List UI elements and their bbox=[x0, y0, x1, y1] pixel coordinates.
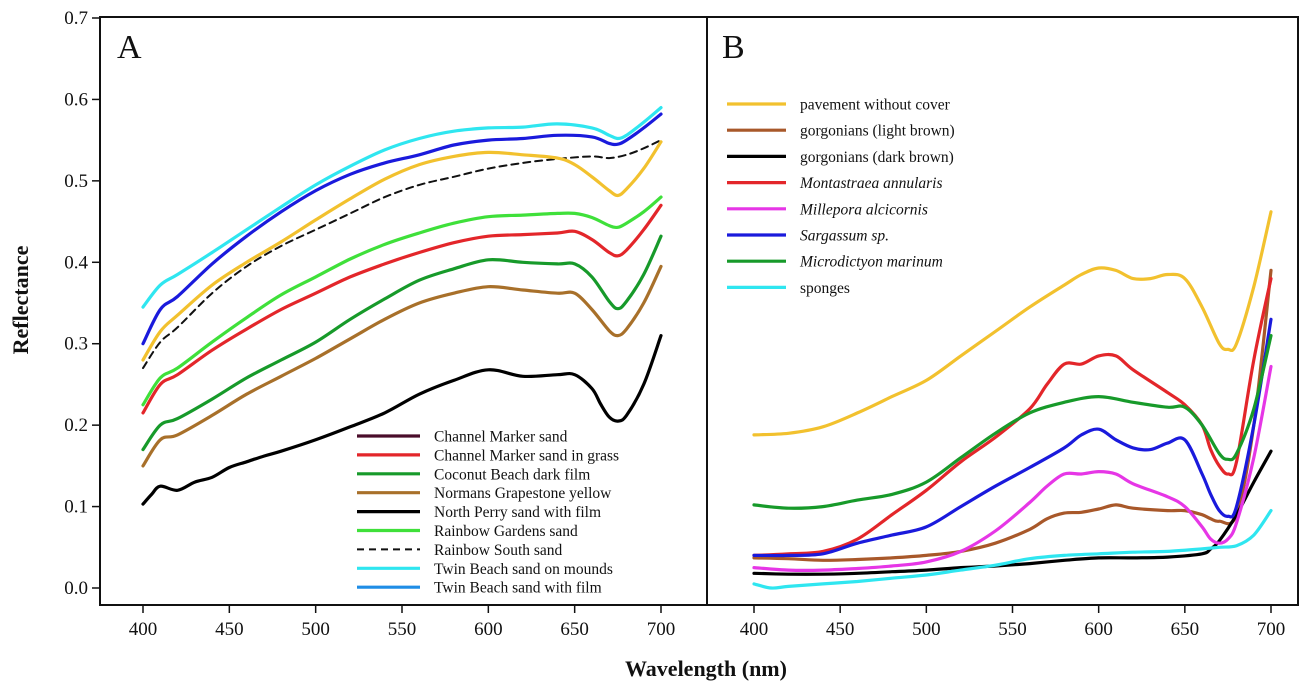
series-line-a-6 bbox=[142, 139, 662, 370]
x-tick-label: 500 bbox=[912, 619, 941, 640]
y-tick-label: 0.7 bbox=[64, 8, 88, 29]
x-tick-label: 500 bbox=[301, 619, 330, 640]
legend-label-a-5: Rainbow Gardens sand bbox=[434, 523, 578, 540]
legend-label-b-3: Montastraea annularis bbox=[799, 175, 943, 192]
series-line-b-7 bbox=[752, 509, 1273, 590]
legend-label-b-5: Sargassum sp. bbox=[800, 228, 889, 245]
legend-label-b-0: pavement without cover bbox=[800, 97, 951, 114]
series-line-b-1 bbox=[752, 268, 1273, 562]
legend-label-b-4: Millepora alcicornis bbox=[799, 201, 928, 218]
series-line-a-4 bbox=[141, 334, 663, 506]
panel-letter-a: A bbox=[117, 29, 142, 66]
series-line-b-2 bbox=[752, 449, 1273, 576]
x-tick-label: 700 bbox=[647, 619, 676, 640]
y-tick-label: 0.1 bbox=[64, 497, 88, 518]
y-axis-label: Reflectance bbox=[8, 245, 33, 354]
plot-frame bbox=[99, 16, 1299, 606]
legend-label-a-0: Channel Marker sand bbox=[434, 429, 568, 446]
series-line-b-6 bbox=[752, 334, 1273, 510]
legend-label-b-2: gorgonians (dark brown) bbox=[800, 149, 954, 166]
legend-label-a-8: Twin Beach sand with film bbox=[434, 580, 602, 597]
legend-label-b-1: gorgonians (light brown) bbox=[800, 123, 955, 140]
x-tick-label: 600 bbox=[1084, 619, 1113, 640]
legend-label-a-2: Coconut Beach dark film bbox=[434, 466, 590, 483]
series-line-a-7 bbox=[141, 106, 663, 309]
y-tick-label: 0.3 bbox=[64, 334, 88, 355]
series-line-b-4 bbox=[752, 364, 1273, 572]
y-tick-label: 0.0 bbox=[64, 578, 88, 599]
x-tick-label: 650 bbox=[1171, 619, 1200, 640]
y-tick-label: 0.6 bbox=[64, 89, 88, 110]
series-line-b-0 bbox=[752, 210, 1273, 437]
x-axis-label: Wavelength (nm) bbox=[625, 656, 787, 681]
series-line-a-9 bbox=[141, 112, 663, 346]
x-tick-label: 400 bbox=[129, 619, 158, 640]
series-line-b-5 bbox=[752, 317, 1273, 558]
y-tick-label: 0.4 bbox=[64, 252, 88, 273]
legend-label-b-6: Microdictyon marinum bbox=[799, 254, 943, 271]
x-tick-label: 600 bbox=[474, 619, 503, 640]
legend-label-a-3: Normans Grapestone yellow bbox=[434, 485, 612, 502]
y-tick-label: 0.5 bbox=[64, 171, 88, 192]
legend-label-a-1: Channel Marker sand in grass bbox=[434, 447, 619, 464]
series-line-b-3 bbox=[752, 277, 1273, 557]
series-line-a-5 bbox=[141, 195, 663, 407]
legend-label-b-7: sponges bbox=[800, 280, 850, 297]
series-line-a-3 bbox=[141, 264, 663, 468]
x-tick-label: 650 bbox=[560, 619, 589, 640]
legend-label-a-6: Rainbow South sand bbox=[434, 542, 563, 559]
series-line-a-2 bbox=[141, 234, 663, 452]
x-tick-label: 400 bbox=[740, 619, 769, 640]
series-line-a-1 bbox=[141, 203, 663, 415]
y-tick-label: 0.2 bbox=[64, 415, 88, 436]
legend-label-a-4: North Perry sand with film bbox=[434, 504, 601, 521]
series-line-a-10 bbox=[141, 140, 663, 362]
x-tick-label: 550 bbox=[388, 619, 417, 640]
x-tick-label: 700 bbox=[1257, 619, 1286, 640]
panel-letter-b: B bbox=[722, 29, 745, 66]
x-tick-label: 550 bbox=[998, 619, 1027, 640]
legend-label-a-7: Twin Beach sand on mounds bbox=[434, 561, 613, 578]
x-tick-label: 450 bbox=[826, 619, 855, 640]
x-tick-label: 450 bbox=[215, 619, 244, 640]
